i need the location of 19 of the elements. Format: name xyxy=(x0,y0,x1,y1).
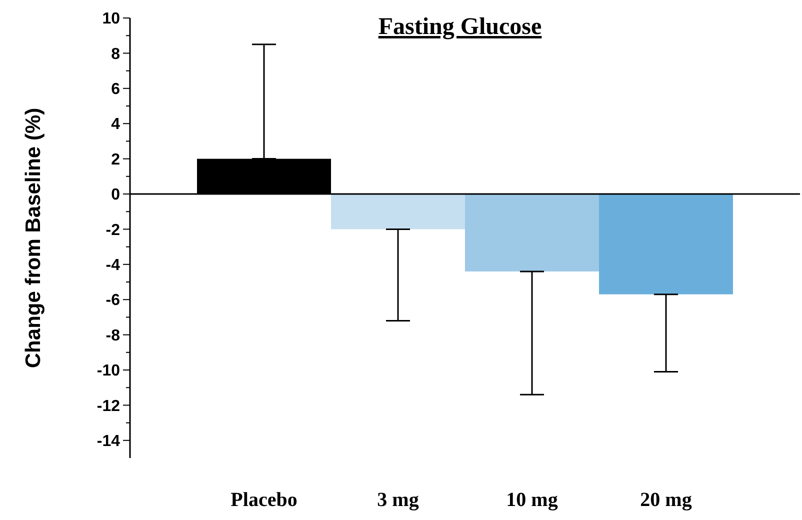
y-tick-label: -2 xyxy=(106,222,120,239)
y-tick-label: -4 xyxy=(106,257,120,274)
chart-title: Fasting Glucose xyxy=(378,14,542,40)
y-tick-label: 10 xyxy=(102,10,120,28)
y-tick-label: -12 xyxy=(96,398,120,415)
y-axis-title: Change from Baseline (%) xyxy=(22,108,45,368)
y-tick-label: 0 xyxy=(111,186,120,204)
y-tick-label: 4 xyxy=(111,116,120,134)
x-tick-label: 3 mg xyxy=(377,489,419,511)
y-tick-label: 2 xyxy=(111,151,120,168)
x-tick-label: 10 mg xyxy=(506,489,558,511)
y-tick-label: -8 xyxy=(106,327,120,344)
x-tick-label: 20 mg xyxy=(640,489,692,511)
y-tick-label: 6 xyxy=(111,81,120,98)
y-tick-label: -10 xyxy=(96,362,120,380)
y-tick-label: -14 xyxy=(96,433,120,450)
x-tick-label: Placebo xyxy=(230,489,298,511)
y-tick-label: -6 xyxy=(106,292,120,310)
y-tick-label: 8 xyxy=(111,46,120,63)
